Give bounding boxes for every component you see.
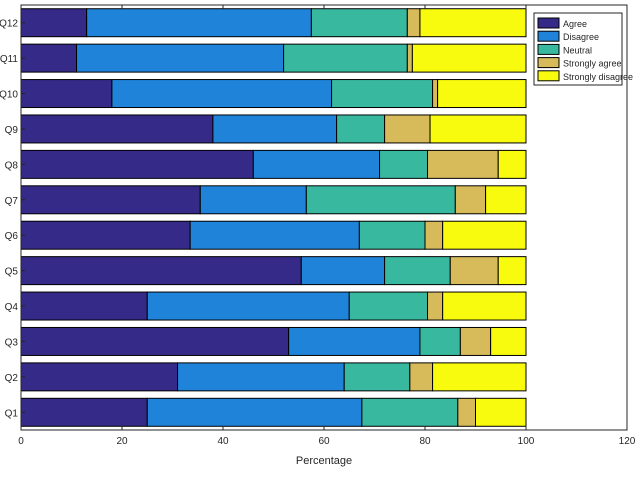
bar-segment [111, 79, 333, 109]
legend-label: Strongly disagree [563, 72, 633, 82]
y-tick-label: Q6 [5, 231, 19, 242]
bar-segment [459, 326, 492, 356]
bar-segment [20, 220, 191, 250]
legend-label: Agree [563, 19, 587, 29]
legend-label: Disagree [563, 32, 599, 42]
bar-segment [331, 79, 434, 109]
legend: Agree Disagree Neutral Strongly agree Strong… [533, 12, 633, 86]
bars-layer [20, 8, 527, 427]
y-tick-label: Q3 [5, 337, 19, 348]
x-tick-label: 20 [116, 436, 128, 447]
bar-segment [343, 362, 411, 392]
legend-swatch [537, 30, 560, 42]
bar-segment [490, 326, 527, 356]
bar-segment [212, 114, 338, 144]
bar-segment [20, 397, 148, 427]
x-tick-layer: 0 20 40 60 80 100 120 [18, 5, 636, 447]
x-axis-label: Percentage [296, 455, 352, 467]
bar-segment [432, 79, 439, 109]
bar-segment [252, 149, 381, 179]
legend-swatch [537, 70, 560, 82]
bar-segment [442, 220, 527, 250]
legend-label: Neutral [563, 45, 592, 55]
bar-segment [20, 362, 179, 392]
bar-segment [146, 291, 350, 321]
bar-segment [177, 362, 345, 392]
bar-segment [442, 291, 527, 321]
y-tick-label: Q10 [0, 90, 18, 101]
bar-segment [283, 43, 408, 73]
y-tick-label: Q9 [5, 125, 19, 136]
y-tick-label: Q8 [5, 160, 19, 171]
legend-swatch [537, 57, 560, 69]
bar-segment [485, 185, 527, 215]
bar-segment [348, 291, 429, 321]
y-tick-layer: Q1 Q2 Q3 Q4 Q5 Q6 Q7 Q8 Q9 Q10 Q11 Q12 [0, 19, 25, 419]
x-tick-label: 100 [518, 436, 535, 447]
bar-segment [379, 149, 429, 179]
legend-swatch [537, 43, 560, 55]
x-tick-label: 80 [419, 436, 431, 447]
bar-segment [437, 79, 527, 109]
bar-segment [20, 43, 78, 73]
x-tick-label: 40 [217, 436, 229, 447]
bar-segment [20, 185, 201, 215]
x-tick-label: 0 [18, 436, 24, 447]
bar-segment [411, 43, 527, 73]
y-tick-label: Q7 [5, 196, 19, 207]
bar-segment [361, 397, 459, 427]
bar-segment [86, 8, 312, 38]
legend-swatch [537, 17, 560, 29]
bar-segment [305, 185, 456, 215]
bar-segment [475, 397, 527, 427]
x-tick-label: 60 [318, 436, 330, 447]
bar-segment [419, 8, 527, 38]
y-tick-label: Q4 [5, 302, 19, 313]
bar-segment [406, 43, 413, 73]
bar-segment [199, 185, 307, 215]
y-tick-label: Q12 [0, 19, 18, 30]
bar-segment [449, 256, 499, 286]
bar-segment [384, 114, 431, 144]
bar-segment [497, 149, 527, 179]
bar-segment [358, 220, 426, 250]
bar-segment [419, 326, 461, 356]
y-tick-label: Q2 [5, 373, 19, 384]
bar-segment [76, 43, 285, 73]
bar-segment [20, 8, 88, 38]
y-tick-label: Q1 [5, 408, 19, 419]
bar-segment [310, 8, 408, 38]
bar-segment [432, 362, 527, 392]
bar-segment [427, 291, 444, 321]
bar-segment [409, 362, 434, 392]
bar-segment [336, 114, 386, 144]
bar-segment [497, 256, 527, 286]
bar-segment [406, 8, 421, 38]
bar-segment [288, 326, 421, 356]
y-tick-label: Q11 [0, 54, 18, 65]
legend-label: Strongly agree [563, 59, 622, 69]
bar-segment [457, 397, 477, 427]
bar-segment [189, 220, 360, 250]
bar-segment [429, 114, 527, 144]
bar-segment [384, 256, 451, 286]
bar-segment [20, 291, 148, 321]
bar-segment [20, 256, 302, 286]
bar-segment [20, 79, 113, 109]
y-tick-label: Q5 [5, 267, 19, 278]
bar-segment [20, 149, 254, 179]
bar-segment [424, 220, 444, 250]
bar-segment [427, 149, 499, 179]
bar-segment [20, 114, 214, 144]
bar-segment [146, 397, 363, 427]
x-tick-label: 120 [619, 436, 636, 447]
bar-segment [454, 185, 487, 215]
bar-segment [300, 256, 386, 286]
bar-segment [20, 326, 290, 356]
